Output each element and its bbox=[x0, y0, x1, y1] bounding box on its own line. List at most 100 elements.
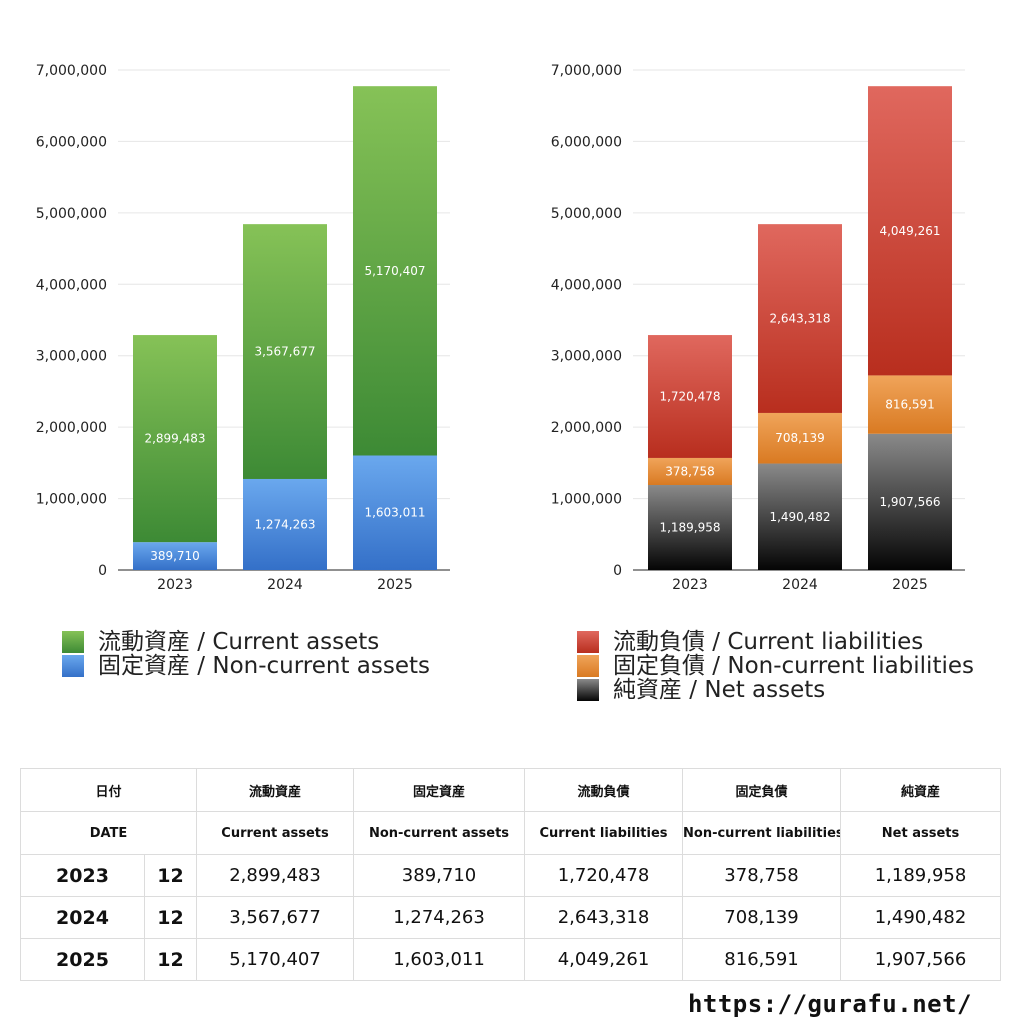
x-tick-label: 2025 bbox=[377, 577, 413, 593]
y-tick-label: 7,000,000 bbox=[551, 63, 622, 79]
bar-segment bbox=[243, 224, 327, 479]
x-tick-label: 2024 bbox=[267, 577, 303, 593]
y-tick-label: 2,000,000 bbox=[36, 420, 107, 436]
x-tick-label: 2023 bbox=[157, 577, 193, 593]
header-net-assets-jp: 純資産 bbox=[840, 768, 1002, 812]
bar-value-label: 389,710 bbox=[150, 549, 200, 563]
bar-value-label: 5,170,407 bbox=[364, 264, 425, 278]
row-year: 2024 bbox=[20, 896, 145, 939]
bar-value-label: 378,758 bbox=[665, 464, 715, 478]
legend-label: 固定負債 / Non-current liabilities bbox=[613, 653, 974, 679]
row-year: 2025 bbox=[20, 938, 145, 981]
y-tick-label: 3,000,000 bbox=[551, 349, 622, 365]
cell-non-current-assets: 1,274,263 bbox=[353, 896, 526, 939]
table-header-jp: 日付 流動資産 固定資産 流動負債 固定負債 純資産 bbox=[19, 768, 1002, 812]
charts-canvas: 0 1,000,000 2,000,000 3,000,000 4,000,000 5,0… bbox=[36, 63, 965, 593]
y-tick-label: 3,000,000 bbox=[36, 349, 107, 365]
cell-current-assets: 3,567,677 bbox=[196, 896, 355, 939]
bar-value-label: 1,603,011 bbox=[364, 506, 425, 520]
bar-segment bbox=[648, 457, 732, 486]
bar-segment bbox=[353, 455, 437, 570]
legend-label: 固定資産 / Non-current assets bbox=[98, 653, 431, 679]
header-non-current-assets-en: Non-current assets bbox=[353, 811, 526, 855]
header-non-current-liabilities-en: Non-current liabilities bbox=[682, 811, 842, 855]
header-non-current-liabilities-jp: 固定負債 bbox=[682, 768, 842, 812]
cell-net-assets: 1,907,566 bbox=[840, 938, 1002, 981]
bar-value-label: 816,591 bbox=[885, 398, 935, 412]
y-tick-label: 1,000,000 bbox=[551, 492, 622, 508]
bar-value-label: 1,189,958 bbox=[659, 521, 720, 535]
header-current-liabilities-en: Current liabilities bbox=[524, 811, 684, 855]
y-tick-label: 6,000,000 bbox=[551, 134, 622, 150]
y-tick-label: 6,000,000 bbox=[36, 134, 107, 150]
cell-non-current-liabilities: 378,758 bbox=[682, 854, 842, 897]
legend-swatch bbox=[577, 631, 599, 653]
bar-segment bbox=[868, 86, 952, 376]
bar-segment bbox=[353, 86, 437, 456]
legend-item: 固定負債 / Non-current liabilities bbox=[577, 654, 974, 678]
x-tick-label: 2023 bbox=[672, 577, 708, 593]
legend-swatch bbox=[577, 679, 599, 701]
legend-swatch bbox=[62, 655, 84, 677]
bar-segment bbox=[648, 485, 732, 570]
row-month: 12 bbox=[143, 854, 198, 897]
cell-net-assets: 1,189,958 bbox=[840, 854, 1002, 897]
assets-legend: 流動資産 / Current assets 固定資産 / Non-current … bbox=[62, 630, 430, 678]
y-tick-label: 7,000,000 bbox=[36, 63, 107, 79]
bar-segment bbox=[758, 224, 842, 413]
legend-item: 流動負債 / Current liabilities bbox=[577, 630, 974, 654]
header-net-assets-en: Net assets bbox=[840, 811, 1002, 855]
y-tick-label: 4,000,000 bbox=[36, 277, 107, 293]
cell-non-current-liabilities: 708,139 bbox=[682, 896, 842, 939]
cell-current-liabilities: 1,720,478 bbox=[524, 854, 684, 897]
cell-current-assets: 5,170,407 bbox=[196, 938, 355, 981]
y-tick-label: 5,000,000 bbox=[36, 206, 107, 222]
table-row: 2025 12 5,170,407 1,603,011 4,049,261 81… bbox=[20, 938, 1002, 981]
legend-swatch bbox=[577, 655, 599, 677]
cell-current-assets: 2,899,483 bbox=[196, 854, 355, 897]
bar-value-label: 1,720,478 bbox=[659, 390, 720, 404]
bar-segment bbox=[243, 478, 327, 570]
table-row: 2024 12 3,567,677 1,274,263 2,643,318 70… bbox=[20, 896, 1002, 939]
bar-segment bbox=[868, 433, 952, 570]
legend-item: 純資産 / Net assets bbox=[577, 678, 974, 702]
x-tick-label: 2025 bbox=[892, 577, 928, 593]
liabilities-chart: 0 1,000,000 2,000,000 3,000,000 4,000,000 5,0… bbox=[551, 63, 965, 593]
legend-label: 流動負債 / Current liabilities bbox=[613, 629, 924, 655]
bar-value-label: 708,139 bbox=[775, 431, 825, 445]
header-date-en: DATE bbox=[19, 811, 198, 855]
site-url[interactable]: https://gurafu.net/ bbox=[687, 990, 972, 1018]
bar-value-label: 3,567,677 bbox=[254, 345, 315, 359]
header-current-assets-en: Current assets bbox=[196, 811, 355, 855]
y-tick-label: 4,000,000 bbox=[551, 277, 622, 293]
y-tick-label: 5,000,000 bbox=[551, 206, 622, 222]
bar-value-label: 4,049,261 bbox=[879, 224, 940, 238]
bar-value-label: 1,907,566 bbox=[879, 495, 940, 509]
bar-segment bbox=[758, 412, 842, 464]
bar-value-label: 1,490,482 bbox=[769, 510, 830, 524]
legend-item: 流動資産 / Current assets bbox=[62, 630, 430, 654]
balance-sheet-table: 日付 流動資産 固定資産 流動負債 固定負債 純資産 DATE Current … bbox=[19, 768, 1002, 981]
header-date-jp: 日付 bbox=[19, 768, 198, 812]
bar-value-label: 2,643,318 bbox=[769, 312, 830, 326]
bar-segment bbox=[133, 335, 217, 543]
header-current-assets-jp: 流動資産 bbox=[196, 768, 355, 812]
row-month: 12 bbox=[143, 896, 198, 939]
cell-non-current-assets: 1,603,011 bbox=[353, 938, 526, 981]
bar-segment bbox=[758, 463, 842, 570]
cell-current-liabilities: 4,049,261 bbox=[524, 938, 684, 981]
bar-segment bbox=[133, 542, 217, 570]
table-row: 2023 12 2,899,483 389,710 1,720,478 378,… bbox=[20, 854, 1002, 897]
x-tick-label: 2024 bbox=[782, 577, 818, 593]
y-tick-label: 1,000,000 bbox=[36, 492, 107, 508]
cell-non-current-liabilities: 816,591 bbox=[682, 938, 842, 981]
cell-net-assets: 1,490,482 bbox=[840, 896, 1002, 939]
cell-current-liabilities: 2,643,318 bbox=[524, 896, 684, 939]
legend-swatch bbox=[62, 631, 84, 653]
cell-non-current-assets: 389,710 bbox=[353, 854, 526, 897]
y-tick-label: 2,000,000 bbox=[551, 420, 622, 436]
table-header-en: DATE Current assets Non-current assets C… bbox=[19, 811, 1002, 855]
liabilities-legend: 流動負債 / Current liabilities 固定負債 / Non-cur… bbox=[577, 630, 974, 702]
bar-segment bbox=[868, 375, 952, 434]
legend-item: 固定資産 / Non-current assets bbox=[62, 654, 430, 678]
